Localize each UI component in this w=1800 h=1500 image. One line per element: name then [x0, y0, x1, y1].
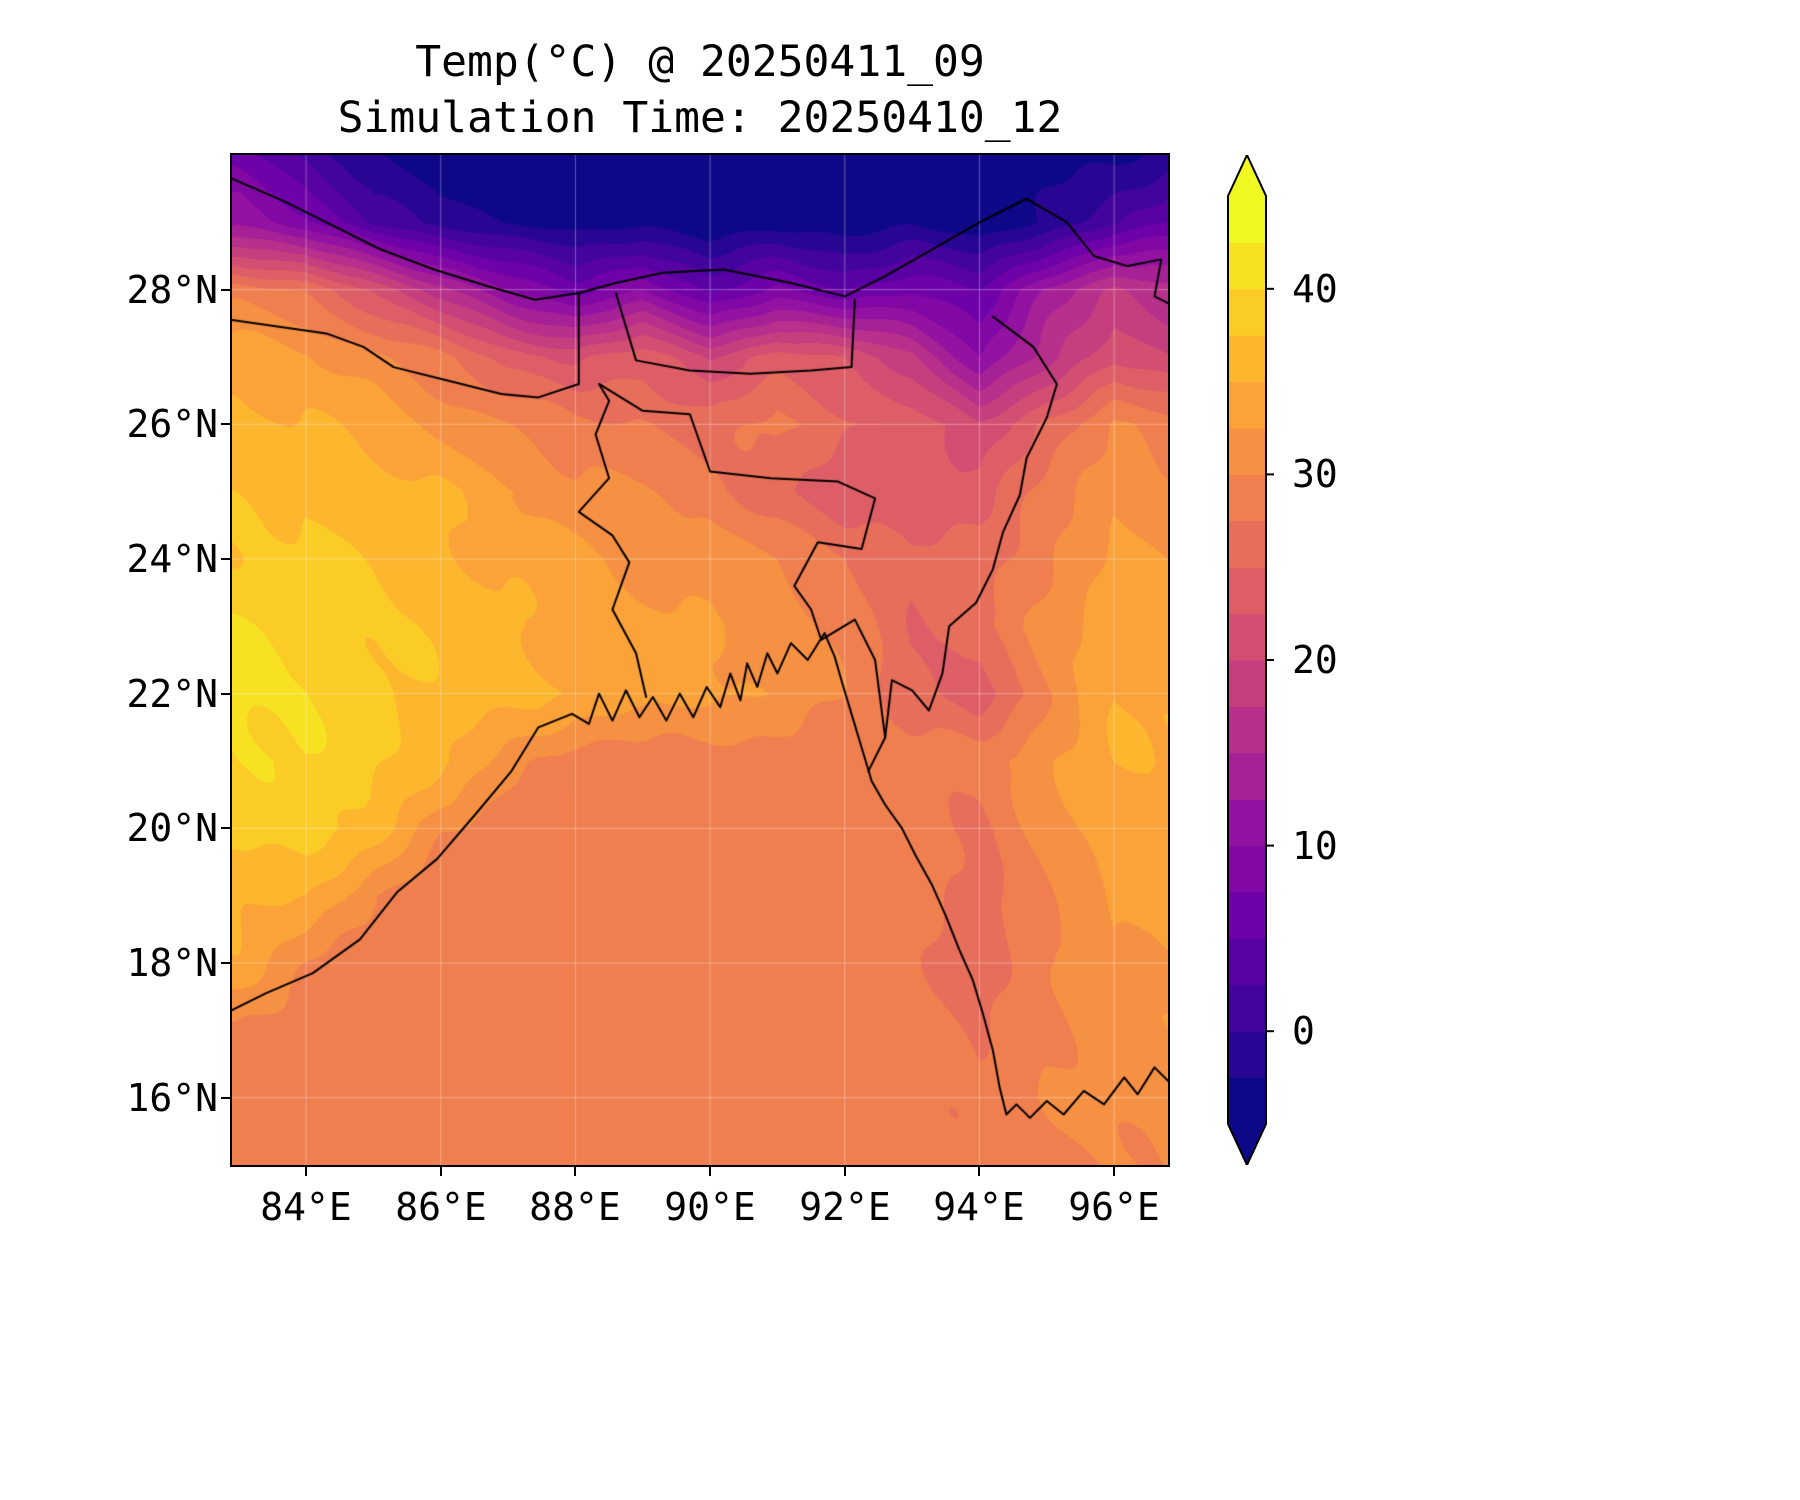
- colorbar-band: [1228, 660, 1266, 707]
- x-axis-tick-mark: [1113, 1167, 1116, 1176]
- x-axis-tick-mark: [574, 1167, 577, 1176]
- colorbar-band: [1228, 984, 1266, 1032]
- colorbar-tick-label: 40: [1292, 267, 1338, 311]
- y-tick-label: 22°N: [126, 672, 218, 716]
- title-block: Temp(°C) @ 20250411_09 Simulation Time: …: [232, 34, 1168, 146]
- x-axis-tick-mark: [305, 1167, 308, 1176]
- colorbar-tick-label: 0: [1292, 1009, 1315, 1053]
- colorbar-band: [1228, 752, 1266, 800]
- colorbar-outline: [1227, 155, 1267, 1165]
- colorbar-band: [1228, 799, 1266, 847]
- x-axis-tick-mark: [709, 1167, 712, 1176]
- y-axis-tick-mark: [221, 558, 230, 560]
- colorbar-band: [1228, 1031, 1266, 1079]
- colorbar-band: [1228, 242, 1266, 290]
- colorbar-tick-label: 20: [1292, 638, 1338, 682]
- colorbar-band: [1228, 288, 1266, 336]
- y-tick-label: 26°N: [126, 402, 218, 446]
- y-axis-tick-mark: [221, 692, 230, 695]
- y-axis-tick-mark: [221, 827, 230, 830]
- colorbar-band: [1228, 845, 1266, 893]
- colorbar-under-arrow: [1228, 1124, 1266, 1165]
- y-tick-label: 16°N: [126, 1076, 218, 1120]
- colorbar-band: [1228, 1077, 1266, 1125]
- plot-title: Temp(°C) @ 20250411_09: [415, 37, 985, 87]
- colorbar-tick-label: 10: [1292, 824, 1338, 868]
- colorbar-band: [1228, 381, 1266, 429]
- colorbar-band: [1228, 196, 1266, 243]
- y-tick-label: 18°N: [126, 941, 218, 985]
- colorbar-band: [1228, 706, 1266, 754]
- plot-subtitle: Simulation Time: 20250410_12: [337, 93, 1063, 143]
- x-tick-label: 96°E: [1068, 1185, 1160, 1229]
- temperature-heatmap-canvas: [232, 155, 1168, 1165]
- y-axis-tick-mark: [221, 962, 230, 964]
- x-tick-label: 92°E: [799, 1185, 891, 1229]
- colorbar-band: [1228, 335, 1266, 383]
- plot-area: [230, 153, 1170, 1167]
- x-axis-tick-mark: [439, 1167, 442, 1176]
- colorbar-tick-label: 30: [1292, 452, 1338, 496]
- colorbar-band: [1228, 567, 1266, 615]
- colorbar-band: [1228, 892, 1266, 939]
- x-tick-label: 94°E: [933, 1185, 1025, 1229]
- x-axis-tick-mark: [843, 1167, 846, 1176]
- colorbar: [1227, 155, 1274, 1165]
- colorbar-over-arrow: [1228, 155, 1266, 196]
- colorbar-band: [1228, 520, 1266, 568]
- x-tick-label: 86°E: [395, 1185, 487, 1229]
- colorbar-band: [1228, 428, 1266, 475]
- x-tick-label: 90°E: [664, 1185, 756, 1229]
- colorbar-band: [1228, 938, 1266, 986]
- y-tick-label: 20°N: [126, 806, 218, 850]
- colorbar-band: [1228, 613, 1266, 661]
- colorbar-band: [1228, 474, 1266, 522]
- y-tick-label: 28°N: [126, 268, 218, 312]
- x-tick-label: 84°E: [260, 1185, 352, 1229]
- y-axis-tick-mark: [221, 288, 230, 291]
- y-tick-label: 24°N: [126, 537, 218, 581]
- x-tick-label: 88°E: [529, 1185, 621, 1229]
- y-axis-tick-mark: [221, 1096, 230, 1099]
- y-axis-tick-mark: [221, 423, 230, 426]
- x-axis-tick-mark: [978, 1167, 981, 1176]
